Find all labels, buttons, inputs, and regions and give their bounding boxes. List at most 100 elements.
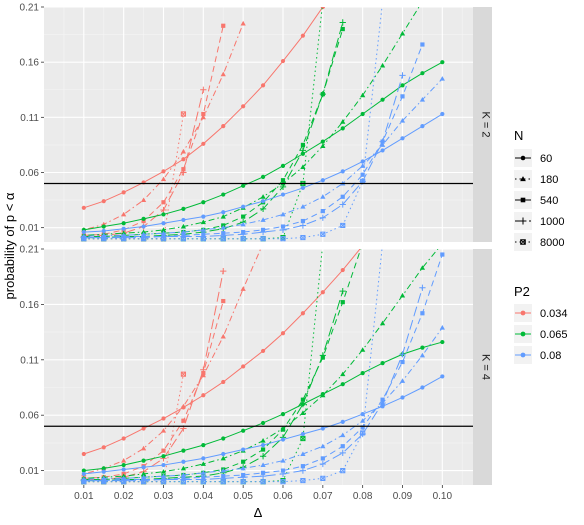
data-point bbox=[240, 221, 246, 227]
data-point bbox=[160, 206, 167, 214]
data-point bbox=[320, 209, 325, 214]
data-point bbox=[121, 479, 127, 485]
data-point bbox=[220, 333, 226, 339]
data-point bbox=[101, 228, 106, 234]
data-point bbox=[161, 169, 166, 174]
data-point bbox=[379, 399, 386, 407]
data-point bbox=[181, 418, 186, 423]
data-point bbox=[319, 352, 326, 359]
data-point bbox=[380, 397, 385, 402]
data-point bbox=[360, 92, 366, 98]
data-point bbox=[180, 403, 187, 409]
series-p2-0.065-n-60 bbox=[81, 60, 445, 232]
data-point bbox=[260, 348, 266, 354]
data-point bbox=[201, 393, 206, 398]
data-point bbox=[220, 225, 226, 230]
data-point bbox=[201, 456, 206, 461]
data-point bbox=[420, 124, 425, 129]
y-tick-labels: 0.01 0.06 0.11 0.16 0.21 bbox=[20, 245, 44, 477]
data-point bbox=[340, 26, 345, 32]
data-point bbox=[141, 458, 146, 463]
data-point bbox=[140, 236, 147, 242]
data-point bbox=[81, 471, 86, 477]
data-point bbox=[180, 223, 187, 229]
legend-n: N 60 180 540 1000 8000 bbox=[514, 128, 564, 251]
x-axis-title: Δ bbox=[254, 505, 263, 520]
data-point bbox=[280, 411, 286, 417]
data-point bbox=[340, 432, 346, 438]
data-point bbox=[280, 479, 286, 485]
strip-label: K = 2 bbox=[480, 112, 492, 138]
data-point bbox=[180, 472, 187, 477]
data-point bbox=[141, 465, 146, 470]
data-point bbox=[399, 292, 406, 298]
data-point bbox=[320, 475, 326, 481]
data-point bbox=[339, 449, 346, 457]
data-point bbox=[360, 370, 365, 376]
data-point bbox=[200, 366, 207, 373]
data-point bbox=[260, 236, 266, 242]
data-point bbox=[320, 7, 325, 10]
data-point bbox=[420, 42, 425, 47]
strip-label: K = 4 bbox=[480, 354, 492, 380]
series-line bbox=[83, 23, 244, 231]
data-point bbox=[180, 236, 187, 242]
data-point bbox=[200, 219, 206, 225]
data-point bbox=[280, 163, 286, 168]
legend-n-label: 540 bbox=[540, 195, 558, 207]
legend-key-shape bbox=[520, 155, 526, 161]
data-point bbox=[340, 444, 345, 449]
data-point bbox=[220, 475, 227, 482]
data-point bbox=[101, 236, 107, 242]
data-point bbox=[221, 379, 226, 385]
panel-k4: K = 4 0.01 0.06 0.11 0.16 0.21 bbox=[20, 244, 492, 485]
data-point bbox=[280, 468, 286, 473]
data-point bbox=[399, 118, 406, 123]
data-point bbox=[241, 447, 246, 452]
x-tick-label: 0.03 bbox=[154, 491, 174, 502]
data-point bbox=[280, 58, 286, 64]
data-point bbox=[220, 236, 226, 242]
data-point bbox=[280, 224, 286, 229]
data-point bbox=[300, 464, 306, 469]
data-point bbox=[420, 0, 425, 3]
data-point bbox=[361, 244, 365, 248]
data-point bbox=[241, 364, 246, 369]
data-point bbox=[160, 428, 167, 433]
data-point bbox=[161, 448, 166, 453]
data-point bbox=[260, 479, 266, 485]
data-point bbox=[439, 76, 445, 81]
data-point bbox=[140, 479, 147, 485]
data-point bbox=[340, 419, 345, 424]
x-tick-label: 0.05 bbox=[233, 491, 253, 502]
data-point bbox=[260, 83, 266, 88]
series-line bbox=[83, 25, 224, 236]
y-tick-label: 0.11 bbox=[20, 113, 39, 124]
x-tick-label: 0.09 bbox=[393, 491, 413, 502]
data-point bbox=[300, 164, 306, 169]
data-point bbox=[221, 436, 226, 441]
data-point bbox=[360, 159, 365, 164]
data-point bbox=[221, 192, 226, 197]
data-point bbox=[380, 97, 385, 102]
data-point bbox=[260, 420, 266, 426]
series-line bbox=[83, 287, 423, 482]
data-point bbox=[201, 370, 206, 376]
data-point bbox=[379, 62, 386, 68]
data-point bbox=[220, 232, 227, 239]
data-point bbox=[200, 86, 207, 93]
y-tick-label: 0.01 bbox=[20, 466, 40, 477]
data-point bbox=[300, 218, 306, 224]
panel-background bbox=[44, 7, 473, 242]
data-point bbox=[259, 228, 267, 236]
data-point bbox=[340, 169, 345, 174]
data-point bbox=[180, 111, 187, 117]
data-point bbox=[181, 459, 186, 464]
data-point bbox=[300, 435, 306, 442]
legend-p2-label: 0.034 bbox=[540, 308, 568, 320]
data-point bbox=[380, 361, 385, 366]
data-point bbox=[140, 471, 147, 476]
data-point bbox=[101, 199, 106, 204]
legend-n-entry: 60 bbox=[514, 149, 552, 167]
data-point bbox=[340, 126, 345, 131]
